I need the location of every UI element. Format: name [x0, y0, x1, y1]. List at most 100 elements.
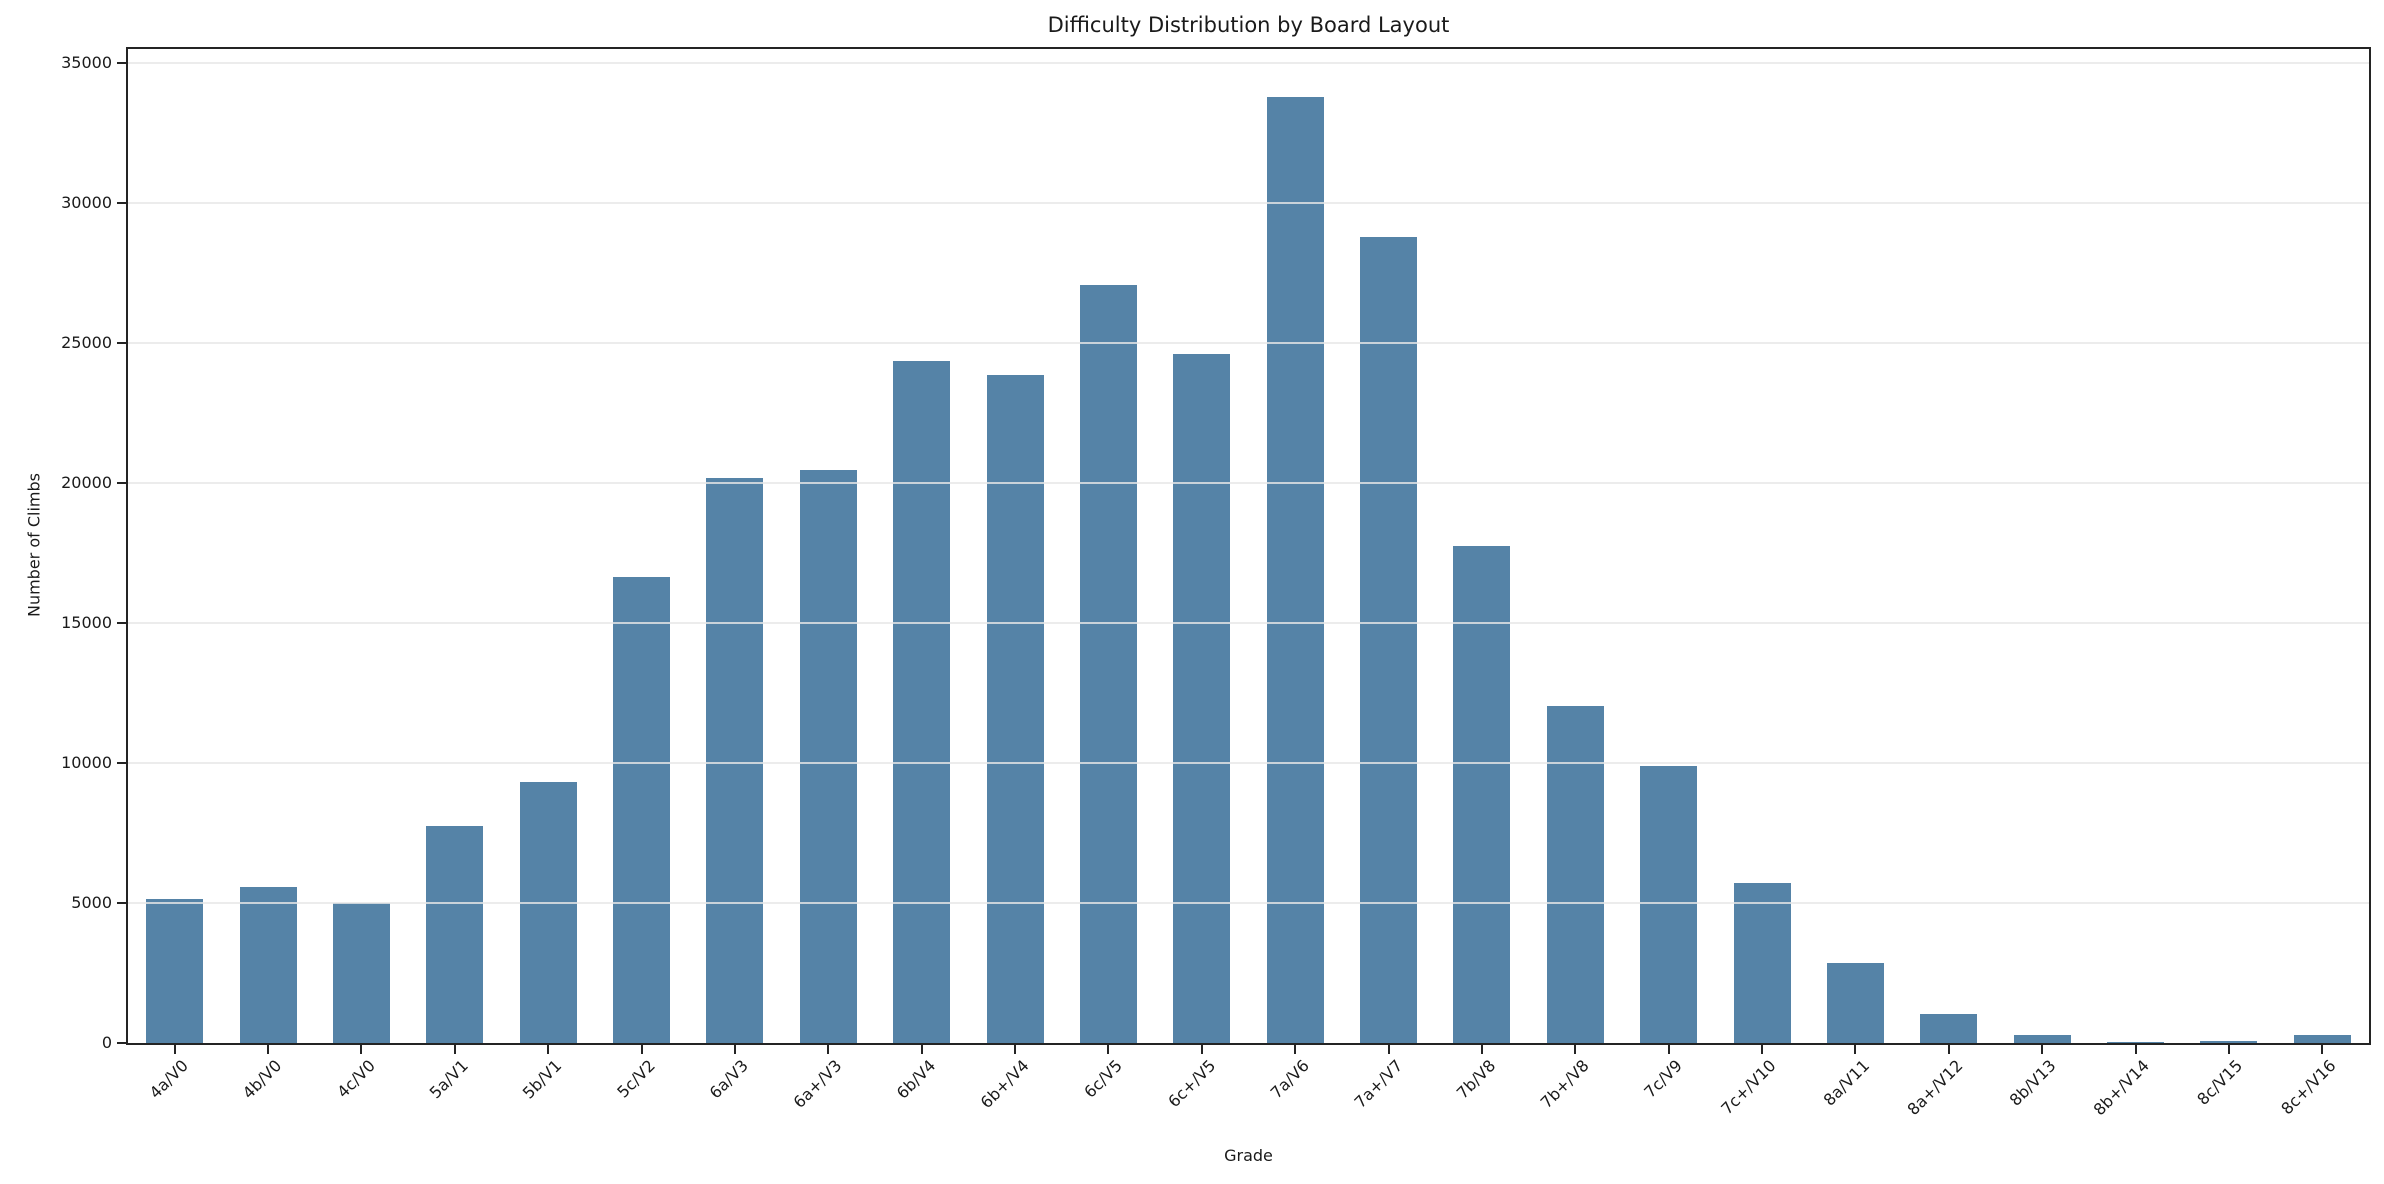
x-tick	[827, 1045, 830, 1054]
x-tick	[267, 1045, 270, 1054]
bar	[1079, 285, 1137, 1043]
bar	[426, 825, 484, 1043]
bar	[1733, 883, 1791, 1043]
bar	[1173, 353, 1231, 1043]
y-tick-label: 5000	[71, 893, 112, 912]
y-tick-label: 20000	[61, 473, 112, 492]
bar	[799, 470, 857, 1043]
y-tick	[117, 1042, 126, 1044]
bar	[2013, 1035, 2071, 1043]
x-tick	[360, 1045, 363, 1054]
x-tick-label-text: 7c/V9	[1640, 1056, 1687, 1102]
y-tick	[117, 62, 126, 64]
x-tick-label-text: 4c/V0	[333, 1056, 379, 1102]
y-tick-label: 0	[101, 1033, 112, 1052]
y-tick-label: 25000	[61, 333, 112, 352]
x-tick-label-text: 5c/V2	[613, 1056, 659, 1102]
bar	[1546, 705, 1604, 1043]
y-grid-line	[128, 482, 2369, 484]
x-tick-label-text: 7b/V8	[1452, 1056, 1500, 1103]
y-tick	[117, 202, 126, 204]
x-tick	[2321, 1045, 2324, 1054]
bar	[146, 898, 204, 1043]
x-tick	[453, 1045, 456, 1054]
x-tick	[1294, 1045, 1297, 1054]
bar	[613, 577, 671, 1043]
y-tick-label: 30000	[61, 193, 112, 212]
y-tick-label: 10000	[61, 753, 112, 772]
x-tick-label-text: 6a+/V3	[789, 1056, 846, 1112]
y-grid-line	[128, 202, 2369, 204]
x-tick-label-text: 7c+/V10	[1717, 1056, 1780, 1119]
x-tick-label-text: 8c/V15	[2193, 1056, 2247, 1109]
x-tick	[640, 1045, 643, 1054]
x-tick	[920, 1045, 923, 1054]
bar	[1266, 97, 1324, 1043]
x-tick-label-text: 7a+/V7	[1350, 1056, 1406, 1112]
x-tick	[733, 1045, 736, 1054]
x-tick-label-text: 6c+/V5	[1164, 1056, 1220, 1112]
bar	[2107, 1041, 2165, 1043]
x-tick-label-text: 5b/V1	[519, 1056, 566, 1103]
x-tick-label-text: 6b/V4	[892, 1056, 940, 1103]
x-tick-label-text: 6b+/V4	[976, 1056, 1033, 1113]
y-grid-line	[128, 622, 2369, 624]
y-grid-line	[128, 902, 2369, 904]
bar	[519, 782, 577, 1043]
x-tick-label-text: 5a/V1	[425, 1056, 473, 1103]
bar	[1360, 237, 1418, 1043]
x-tick	[1854, 1045, 1857, 1054]
bar	[893, 361, 951, 1043]
y-tick	[117, 902, 126, 904]
x-tick-label-text: 4a/V0	[145, 1056, 193, 1103]
bar	[1826, 962, 1884, 1043]
y-axis-label: Number of Climbs	[24, 472, 44, 618]
bar	[239, 887, 297, 1043]
y-grid-line	[128, 342, 2369, 344]
x-tick	[1387, 1045, 1390, 1054]
x-tick-label-text: 8c+/V16	[2277, 1056, 2340, 1119]
x-tick-label-text: 7b+/V8	[1536, 1056, 1593, 1113]
bar	[706, 477, 764, 1043]
y-grid-line	[128, 762, 2369, 764]
chart-title: Difficulty Distribution by Board Layout	[1047, 13, 1450, 37]
y-tick-label: 15000	[61, 613, 112, 632]
y-tick	[117, 342, 126, 344]
x-tick	[1947, 1045, 1950, 1054]
bar	[2200, 1041, 2258, 1043]
bar	[2293, 1035, 2351, 1043]
bar	[1453, 546, 1511, 1043]
x-tick	[1107, 1045, 1110, 1054]
y-grid-line	[128, 62, 2369, 64]
bar	[332, 903, 390, 1043]
y-tick	[117, 762, 126, 764]
x-axis-label: Grade	[1224, 1146, 1273, 1165]
x-tick-label-text: 4b/V0	[238, 1056, 286, 1103]
x-tick-label-text: 8b+/V14	[2089, 1056, 2153, 1120]
x-tick-label-text: 8a/V11	[1819, 1056, 1873, 1110]
x-tick	[2134, 1045, 2137, 1054]
x-tick	[2227, 1045, 2230, 1054]
x-tick	[547, 1045, 550, 1054]
x-tick	[1014, 1045, 1017, 1054]
y-tick-label: 35000	[61, 53, 112, 72]
x-tick	[1761, 1045, 1764, 1054]
x-tick-label-text: 6a/V3	[706, 1056, 753, 1103]
x-tick	[1574, 1045, 1577, 1054]
y-tick	[117, 622, 126, 624]
y-tick	[117, 482, 126, 484]
x-tick	[173, 1045, 176, 1054]
x-tick	[1480, 1045, 1483, 1054]
x-tick	[2041, 1045, 2044, 1054]
plot-area	[126, 47, 2371, 1045]
bar	[1640, 765, 1698, 1043]
x-tick-label-text: 7a/V6	[1266, 1056, 1313, 1103]
x-tick	[1200, 1045, 1203, 1054]
bar	[1920, 1014, 1978, 1043]
x-tick-label-text: 6c/V5	[1080, 1056, 1126, 1102]
x-tick-label-text: 8a+/V12	[1903, 1056, 1967, 1119]
x-tick	[1667, 1045, 1670, 1054]
bar	[986, 375, 1044, 1043]
x-tick-label-text: 8b/V13	[2005, 1056, 2060, 1110]
